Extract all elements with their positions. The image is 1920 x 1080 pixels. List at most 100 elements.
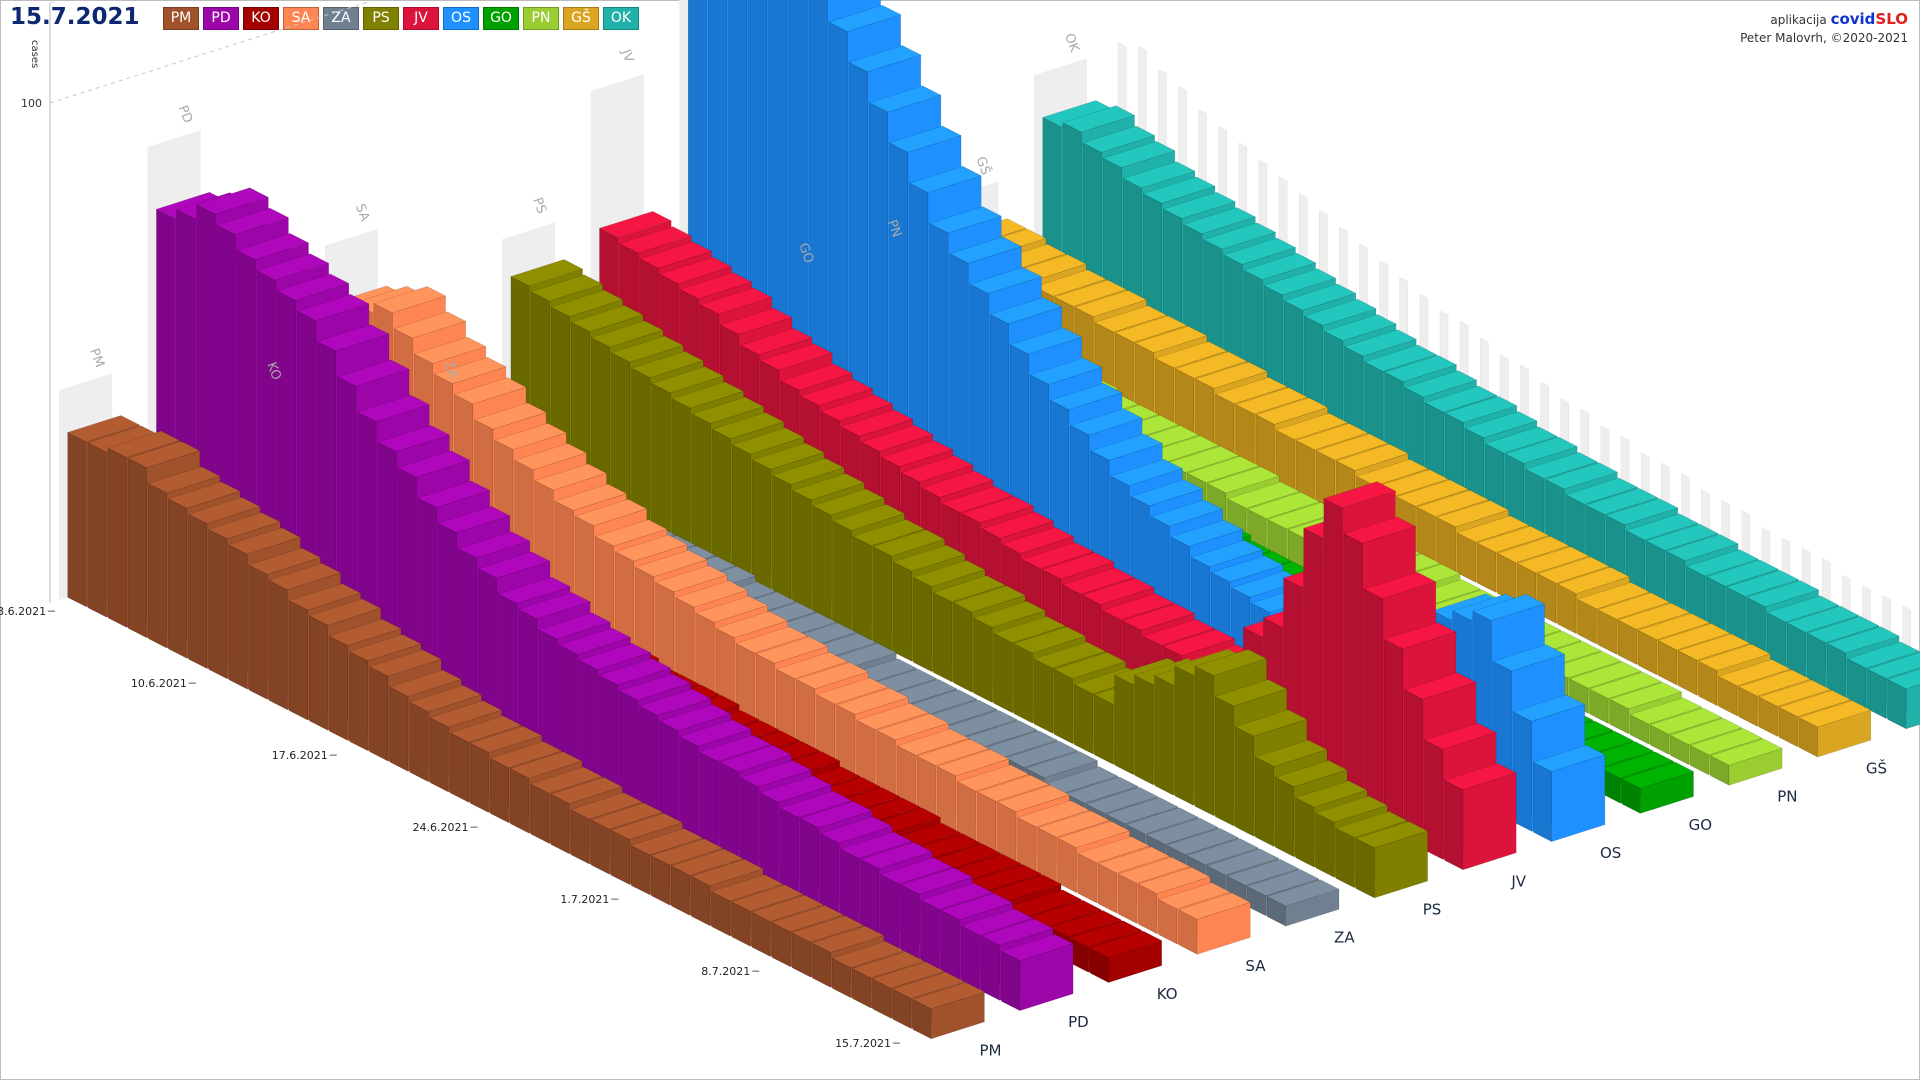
- bar-top-face: [215, 207, 290, 235]
- bar-front-face: [1001, 950, 1021, 1012]
- bar-top-face: [735, 626, 809, 654]
- bar-top-face: [1025, 750, 1099, 779]
- bar-front-face: [772, 474, 792, 601]
- bar-top-face: [908, 165, 982, 194]
- bar-top-face: [860, 424, 934, 452]
- bar-top-face: [388, 669, 463, 697]
- bar-top-face: [811, 488, 886, 516]
- bar-top-face: [1726, 569, 1800, 597]
- bar-front-face: [711, 428, 731, 570]
- bar-top-face: [1243, 252, 1317, 281]
- legend-button-2[interactable]: KO: [243, 7, 279, 30]
- bar-top-face: [1013, 626, 1087, 654]
- bar-front-face: [852, 535, 872, 642]
- legend-button-5[interactable]: PS: [363, 7, 399, 30]
- legend-button-8[interactable]: GO: [483, 7, 519, 30]
- bar-top-face: [932, 575, 1006, 603]
- bar-top-face: [1737, 669, 1812, 697]
- bar-top-face: [570, 305, 644, 333]
- bar-top-face: [1053, 651, 1127, 679]
- legend-button-4[interactable]: ZA: [323, 7, 359, 30]
- date-tick-label: 1.7.2021: [560, 893, 609, 906]
- bar-top-face: [1617, 602, 1691, 630]
- bar-SA-42: [1177, 892, 1252, 955]
- bar-top-face: [1165, 827, 1240, 856]
- bar-top-face: [1846, 641, 1920, 669]
- bar-front-face: [1154, 675, 1174, 796]
- bar-top-face: [1089, 433, 1164, 461]
- bar-front-face: [953, 602, 973, 693]
- bar-front-face: [1174, 665, 1194, 806]
- bar-front-face: [67, 431, 87, 608]
- bar-top-face: [1597, 592, 1671, 620]
- bar-top-face: [936, 749, 1010, 777]
- bar-top-face: [892, 544, 966, 572]
- legend-button-9[interactable]: PN: [523, 7, 559, 30]
- bar-OS-42: [1532, 744, 1606, 843]
- bar-top-face: [871, 961, 945, 989]
- bar-front-face: [87, 442, 107, 618]
- date-tick-label: 24.6.2021: [413, 821, 469, 834]
- bar-top-face: [376, 425, 451, 453]
- bar-top-face: [879, 857, 954, 885]
- bar-top-face: [1295, 423, 1369, 451]
- bar-front-face: [168, 498, 188, 659]
- legend-button-7[interactable]: OS: [443, 7, 479, 30]
- legend-button-1[interactable]: PD: [203, 7, 239, 30]
- bar-top-face: [1778, 690, 1852, 718]
- bar-top-face: [981, 511, 1055, 539]
- bar-top-face: [815, 677, 889, 705]
- legend-button-10[interactable]: GŠ: [563, 7, 599, 30]
- bar-top-face: [1404, 370, 1478, 398]
- bar-top-face: [1645, 523, 1719, 551]
- bar-top-face: [1134, 325, 1208, 353]
- bar-top-face: [679, 272, 753, 300]
- bar-top-face: [550, 289, 624, 317]
- bar-top-face: [107, 430, 181, 458]
- bar-top-face: [993, 616, 1067, 644]
- bar-top-face: [167, 481, 241, 509]
- bar-front-face: [328, 635, 349, 741]
- bar-top-face: [1416, 489, 1490, 517]
- bar-top-face: [775, 651, 849, 679]
- credit-brand-a[interactable]: covid: [1830, 10, 1876, 28]
- bar-top-face: [477, 551, 551, 579]
- bar-top-face: [1102, 140, 1176, 169]
- bar-top-face: [1314, 795, 1389, 823]
- bar-top-face: [1186, 456, 1260, 484]
- bar-top-face: [876, 713, 950, 741]
- legend-button-11[interactable]: OK: [603, 7, 639, 30]
- bar-front-face: [997, 801, 1017, 863]
- bar-front-face: [933, 592, 953, 683]
- bar-top-face: [1029, 357, 1103, 385]
- bar-top-face: [618, 673, 692, 701]
- bar-top-face: [328, 618, 402, 646]
- bar-top-face: [1101, 593, 1175, 621]
- bar-top-face: [1194, 361, 1268, 389]
- bar-top-face: [872, 529, 946, 557]
- bar-top-face: [1016, 800, 1091, 828]
- bar-top-face: [529, 766, 603, 794]
- bar-top-face: [638, 688, 712, 716]
- bar-top-face: [711, 412, 785, 440]
- bar-top-face: [1677, 633, 1751, 661]
- bar-top-face: [449, 715, 523, 743]
- bar-top-face: [840, 409, 914, 437]
- bar-top-face: [409, 684, 483, 713]
- bar-top-face: [634, 549, 708, 577]
- bar-top-face: [739, 328, 813, 356]
- bar-top-face: [1077, 836, 1151, 864]
- legend-button-0[interactable]: PM: [163, 7, 199, 30]
- bar-top-face: [187, 496, 261, 524]
- region-label-GŠ: GŠ: [1866, 759, 1887, 778]
- bar-top-face: [671, 381, 745, 409]
- bar-top-face: [972, 600, 1047, 628]
- bar-front-face: [1444, 779, 1464, 871]
- bar-top-face: [630, 350, 705, 378]
- legend-button-6[interactable]: JV: [403, 7, 439, 30]
- legend-button-3[interactable]: SA: [283, 7, 319, 30]
- bar-top-face: [1403, 672, 1477, 700]
- credit-brand-b[interactable]: SLO: [1875, 10, 1908, 28]
- bar-front-face: [832, 520, 852, 631]
